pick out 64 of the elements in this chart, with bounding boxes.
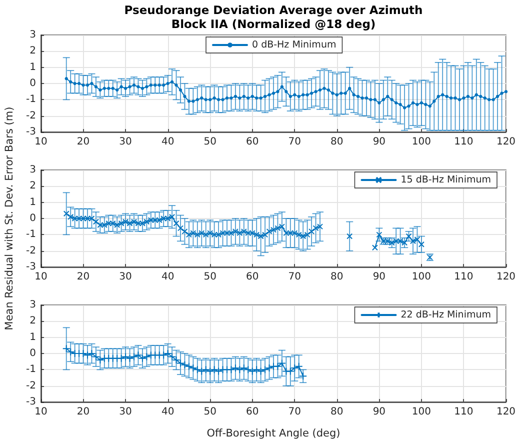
x-tick-label: 120: [496, 136, 516, 148]
chart-subtitle: Block IIA (Normalized @18 deg): [171, 17, 376, 31]
x-tick-label: 100: [412, 272, 431, 282]
y-tick-label: 2: [30, 180, 36, 192]
y-tick-label: 1: [30, 62, 36, 73]
x-tick-label: 10: [34, 272, 48, 282]
x-tick-label: 100: [412, 136, 431, 148]
x-tick-label: 50: [204, 406, 216, 418]
x-tick-label: 70: [288, 136, 302, 148]
x-tick-label: 110: [454, 136, 474, 148]
x-tick-label: 50: [204, 272, 216, 282]
x-tick-label: 80: [330, 136, 344, 148]
x-tick-label: 30: [119, 406, 132, 418]
y-tick-label: -3: [26, 396, 36, 408]
y-tick-label: 0: [30, 348, 36, 359]
y-tick-label: 0: [30, 213, 36, 224]
x-tick-label: 90: [372, 406, 386, 418]
y-tick-label: -1: [26, 229, 36, 240]
x-tick-label: 80: [330, 272, 344, 282]
x-tick-label: 20: [76, 272, 90, 282]
y-tick-label: 1: [30, 196, 36, 208]
legend-label: 22 dB-Hz Minimum: [400, 310, 492, 320]
y-tick-label: 3: [30, 164, 36, 176]
x-tick-label: 40: [161, 272, 174, 282]
x-tick-label: 60: [246, 272, 259, 282]
y-tick-label: -2: [26, 380, 36, 392]
x-tick-label: 10: [34, 406, 48, 418]
y-tick-label: 3: [30, 30, 36, 40]
y-tick-label: 0: [30, 78, 36, 89]
legend-label: 15 dB-Hz Minimum: [400, 174, 492, 186]
chart-title: Pseudorange Deviation Average over Azimuth: [124, 3, 423, 17]
x-tick-label: 60: [246, 406, 259, 418]
x-tick-label: 70: [288, 272, 302, 282]
y-tick-label: -3: [26, 126, 36, 138]
y-tick-label: -2: [26, 245, 36, 256]
x-tick-label: 20: [76, 406, 90, 418]
x-tick-label: 90: [372, 272, 386, 282]
y-tick-label: 3: [30, 300, 36, 310]
y-tick-label: -3: [26, 262, 36, 272]
x-tick-label: 20: [76, 136, 90, 148]
legend-label: 0 dB-Hz Minimum: [252, 40, 336, 50]
x-tick-label: 120: [496, 272, 516, 282]
x-tick-label: 110: [454, 406, 474, 418]
x-axis-title: Off-Boresight Angle (deg): [206, 428, 340, 440]
x-tick-label: 50: [204, 136, 216, 148]
x-tick-label: 90: [372, 136, 386, 148]
y-tick-label: -2: [26, 110, 36, 122]
y-tick-label: -1: [26, 364, 36, 376]
x-tick-label: 70: [288, 406, 302, 418]
y-tick-label: 1: [30, 332, 36, 343]
x-tick-label: 100: [412, 406, 431, 418]
x-tick-label: 40: [161, 136, 174, 148]
x-tick-label: 40: [161, 406, 174, 418]
x-tick-label: 30: [119, 136, 132, 148]
x-tick-label: 80: [330, 406, 344, 418]
x-tick-label: 10: [34, 136, 48, 148]
x-tick-label: 30: [119, 272, 132, 282]
y-tick-label: 2: [30, 316, 36, 327]
y-axis-title: Mean Residual with St. Dev. Error Bars (m): [4, 106, 16, 330]
x-tick-label: 60: [246, 136, 259, 148]
y-tick-label: -1: [26, 94, 36, 106]
x-tick-label: 120: [496, 406, 516, 418]
x-tick-label: 110: [454, 272, 474, 282]
y-tick-label: 2: [30, 46, 36, 57]
